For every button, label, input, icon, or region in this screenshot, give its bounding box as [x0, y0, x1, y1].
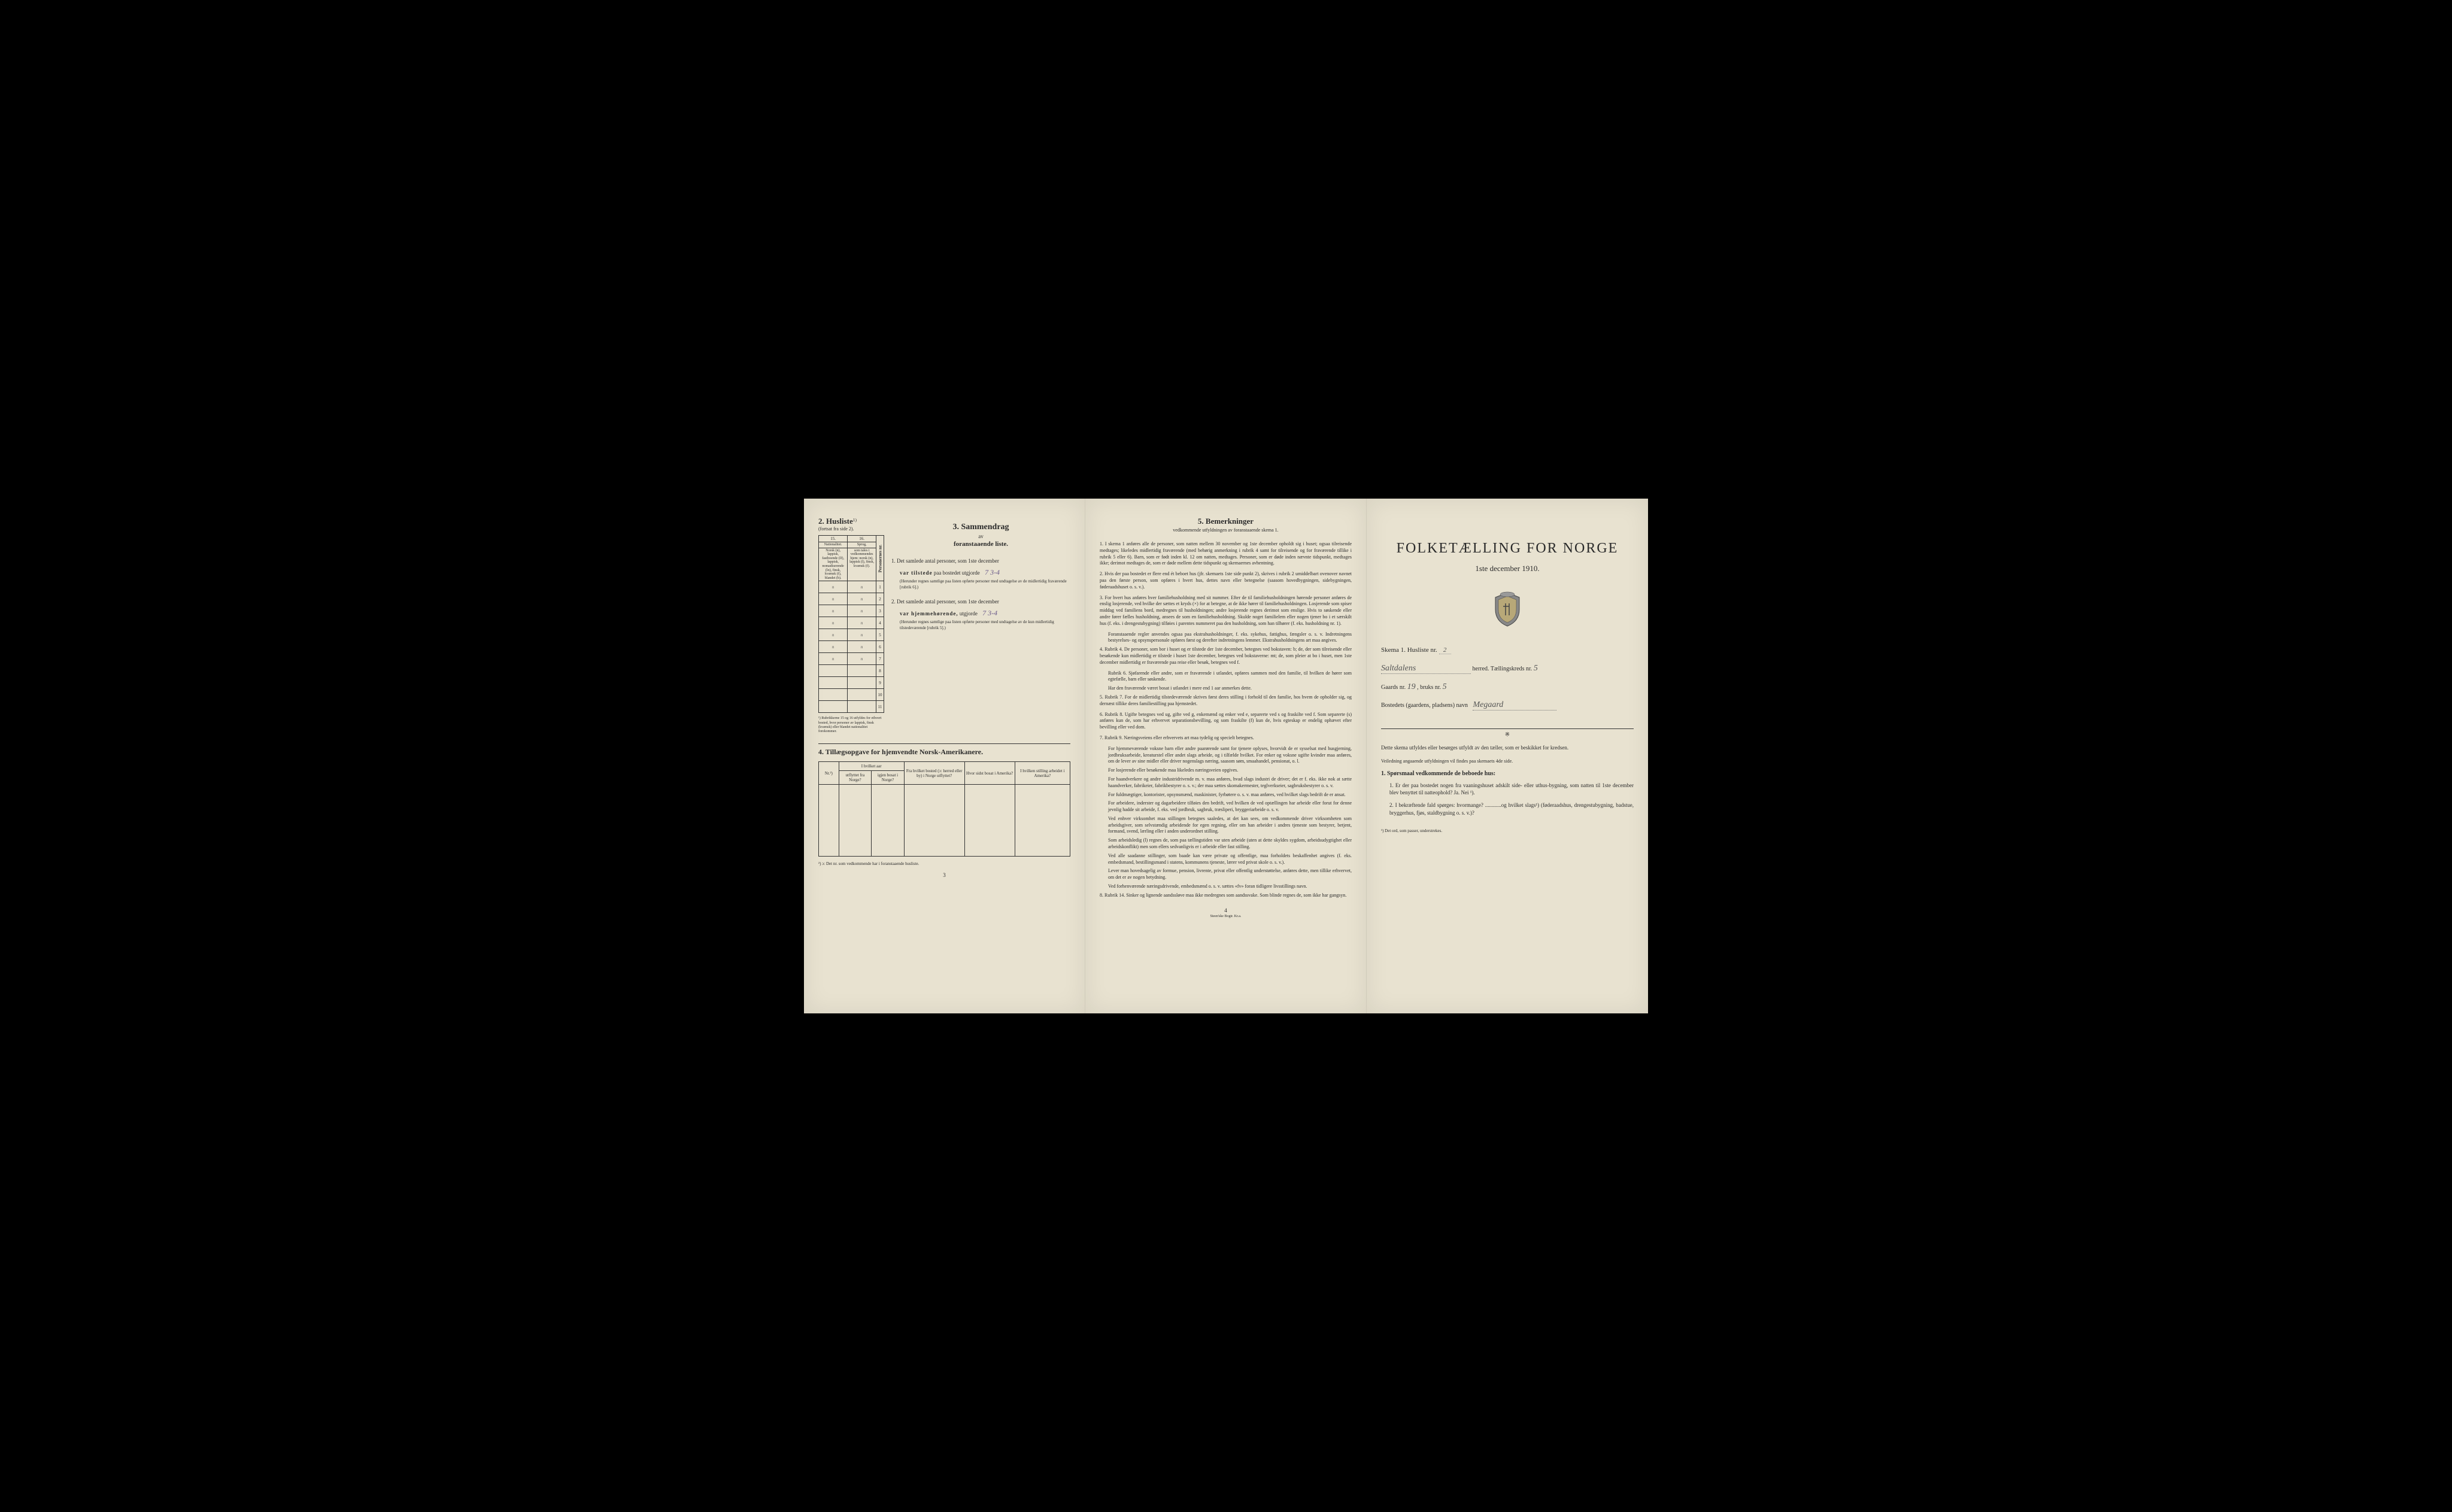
- summary-item-2: 2. Det samlede antal personer, som 1ste …: [891, 598, 1070, 631]
- section-4-title: 4. Tillægsopgave for hjemvendte Norsk-Am…: [818, 748, 1070, 757]
- section-3-title: 3. Sammendrag: [891, 523, 1070, 532]
- list-sub-item: For losjerende eller besøkende maa likel…: [1108, 767, 1352, 774]
- herred-line: Saltdalens herred. Tællingskreds nr. 5: [1381, 664, 1634, 674]
- bosted-value: Megaard: [1473, 700, 1503, 709]
- list-sub-item: Rubrik 6. Sjøfarende eller andre, som er…: [1108, 670, 1352, 684]
- rule-ornament-icon: ※: [1381, 731, 1634, 738]
- bosted-line: Bostedets (gaardens, pladsens) navn Mega…: [1381, 700, 1634, 711]
- norsk-amerikanere-table: Nr.²) I hvilket aar Fra hvilket bosted (…: [818, 761, 1070, 857]
- bruk-value: 5: [1443, 682, 1447, 691]
- list-item: 1. I skema 1 anføres alle de personer, s…: [1100, 541, 1352, 567]
- summary-item-1: 1. Det samlede antal personer, som 1ste …: [891, 557, 1070, 591]
- section-4-footnote: ²) ɔ: Det nr. som vedkommende har i fora…: [818, 861, 1070, 866]
- list-item: 2. Hvis der paa bostedet er flere end ét…: [1100, 571, 1352, 590]
- questions-title: 1. Spørsmaal vedkommende de beboede hus:: [1381, 770, 1634, 777]
- question-1: 1. Er der paa bostedet nogen fra vaaning…: [1389, 782, 1634, 797]
- page-2: 5. Bemerkninger vedkommende utfyldningen…: [1085, 499, 1367, 1013]
- herred-value: Saltdalens: [1381, 664, 1416, 673]
- list-sub-item: For fuldmægtiger, kontorister, opsynsmæn…: [1108, 792, 1352, 798]
- list-item: 8. Rubrik 14. Sinker og lignende aandssl…: [1100, 892, 1352, 899]
- list-sub-item: Har den fraværende været bosat i utlande…: [1108, 685, 1352, 692]
- instruction-para-1: Dette skema utfyldes eller besørges utfy…: [1381, 744, 1634, 752]
- list-sub-item: Ved forhenværende næringsdrivende, embed…: [1108, 883, 1352, 890]
- section-2-footnote: ¹) Rubrikkerne 15 og 16 utfyldes for eth…: [818, 716, 884, 734]
- list-item: 3. For hvert hus anføres hver familiehus…: [1100, 595, 1352, 627]
- list-sub-item: Ved enhver virksomhet maa stillingen bet…: [1108, 816, 1352, 835]
- coat-of-arms-icon: [1381, 591, 1634, 629]
- document-spread: 2. Husliste1) (fortsat fra side 2). 15. …: [804, 499, 1648, 1013]
- list-sub-item: Foranstaaende regler anvendes ogsaa paa …: [1108, 631, 1352, 645]
- page-number: 4: [1100, 907, 1352, 913]
- section-2-husliste: 2. Husliste1) (fortsat fra side 2). 15. …: [818, 517, 884, 734]
- section-5-subtitle: vedkommende utfyldningen av foranstaaend…: [1100, 527, 1352, 533]
- page-3-cover: FOLKETÆLLING FOR NORGE 1ste december 191…: [1367, 499, 1648, 1013]
- list-sub-item: Ved alle saadanne stillinger, som baade …: [1108, 853, 1352, 866]
- skema-line: Skema 1. Husliste nr. 2: [1381, 646, 1634, 654]
- tilstede-value: 7 3-4: [985, 568, 1000, 576]
- gaard-value: 19: [1407, 682, 1416, 691]
- husliste-nr-value: 2: [1439, 646, 1451, 654]
- section-4-tillaegsopgave: 4. Tillægsopgave for hjemvendte Norsk-Am…: [818, 743, 1070, 878]
- list-item: 5. Rubrik 7. For de midlertidig tilstede…: [1100, 694, 1352, 708]
- list-item: 6. Rubrik 8. Ugifte betegnes ved ug, gif…: [1100, 712, 1352, 731]
- list-sub-item: For hjemmeværende voksne barn eller andr…: [1108, 746, 1352, 765]
- hjemmehorende-value: 7 3-4: [982, 609, 997, 617]
- section-5-title: 5. Bemerkninger: [1100, 517, 1352, 526]
- table-row: [819, 785, 1070, 857]
- question-2: 2. I bekræftende fald spørges: hvormange…: [1389, 801, 1634, 816]
- page-number: 3: [818, 872, 1070, 878]
- bemerkninger-list: 1. I skema 1 anføres alle de personer, s…: [1100, 541, 1352, 899]
- list-sub-item: For haandverkere og andre industridriven…: [1108, 776, 1352, 790]
- instruction-para-2: Veiledning angaaende utfyldningen vil fi…: [1381, 758, 1634, 764]
- gaard-line: Gaards nr. 19 , bruks nr. 5: [1381, 682, 1634, 692]
- kreds-value: 5: [1534, 664, 1538, 673]
- list-sub-item: Lever man hovedsagelig av formue, pensio…: [1108, 868, 1352, 881]
- list-item: 4. Rubrik 4. De personer, som bor i huse…: [1100, 646, 1352, 666]
- list-sub-item: For arbeidere, inderster og dagarbeidere…: [1108, 800, 1352, 813]
- page-1: 2. Husliste1) (fortsat fra side 2). 15. …: [804, 499, 1085, 1013]
- section-2-title: 2. Husliste: [818, 517, 853, 526]
- list-sub-item: Som arbeidsledig (l) regnes de, som paa …: [1108, 837, 1352, 851]
- printer-mark: Steen'ske Bogtr. Kr.a.: [1100, 915, 1352, 918]
- document-date: 1ste december 1910.: [1381, 564, 1634, 573]
- section-2-subtitle: (fortsat fra side 2).: [818, 526, 884, 532]
- footnote: ¹) Det ord, som passer, understrekes.: [1381, 828, 1634, 833]
- list-item: 7. Rubrik 9. Næringsveiens eller erhverv…: [1100, 735, 1352, 742]
- document-title: FOLKETÆLLING FOR NORGE: [1381, 541, 1634, 557]
- horizontal-rule: [1381, 728, 1634, 729]
- section-3-sammendrag: 3. Sammendrag av foranstaaende liste. 1.…: [891, 517, 1070, 734]
- husliste-table: 15. 16. Personernes nr. Nationalitet. Sp…: [818, 535, 884, 713]
